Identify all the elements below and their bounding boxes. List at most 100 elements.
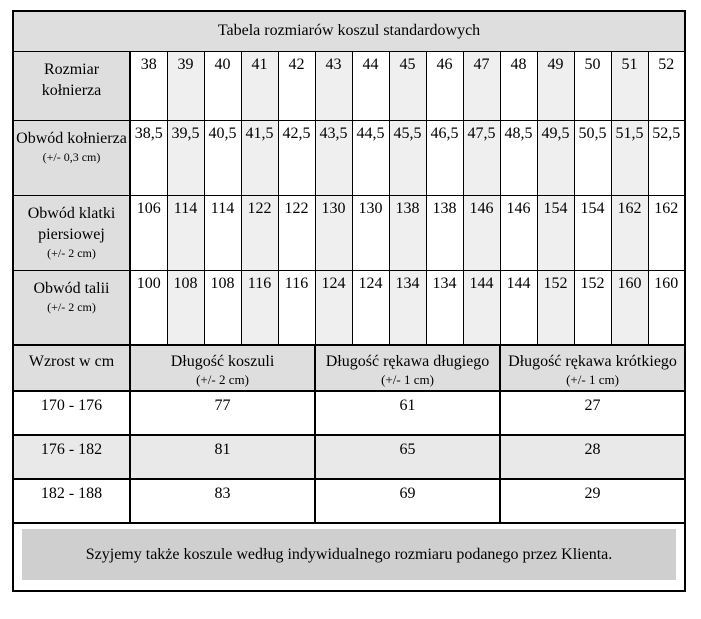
custom-size-note: Szyjemy także koszule według indywidualn…: [22, 529, 676, 580]
value-cell: 138: [388, 194, 427, 271]
chest-circumference-row: Obwód klatki piersiowej (+/- 2 cm) 106 1…: [12, 194, 686, 271]
value-cell: 152: [573, 269, 612, 346]
shirt-length-cell: 83: [129, 478, 316, 524]
value-cell: 41,5: [240, 119, 279, 196]
value-cell: 154: [573, 194, 612, 271]
value-cell: 124: [351, 269, 390, 346]
length-section-header-row: Wzrost w cm Długość koszuli (+/- 2 cm) D…: [12, 344, 686, 392]
size-cell: 43: [314, 50, 353, 121]
value-cell: 51,5: [610, 119, 649, 196]
value-cell: 46,5: [425, 119, 464, 196]
value-cell: 146: [499, 194, 538, 271]
shirt-length-cell: 81: [129, 434, 316, 480]
footer-row: Szyjemy także koszule według indywidualn…: [12, 522, 686, 592]
table-title: Tabela rozmiarów koszul standardowych: [12, 10, 686, 52]
row-label: Rozmiar kołnierza: [41, 60, 102, 99]
value-cell: 138: [425, 194, 464, 271]
value-cell: 152: [536, 269, 575, 346]
value-cell: 52,5: [647, 119, 686, 196]
value-cell: 130: [314, 194, 353, 271]
value-cell: 40,5: [203, 119, 242, 196]
size-cell: 42: [277, 50, 316, 121]
long-sleeve-column-header: Długość rękawa długiego (+/- 1 cm): [314, 344, 501, 392]
title-row: Tabela rozmiarów koszul standardowych: [12, 10, 686, 52]
size-cell: 46: [425, 50, 464, 121]
size-cell: 45: [388, 50, 427, 121]
length-row: 176 - 182 81 65 28: [12, 434, 686, 480]
value-cell: 38,5: [129, 119, 168, 196]
value-cell: 160: [610, 269, 649, 346]
value-cell: 43,5: [314, 119, 353, 196]
size-cell: 52: [647, 50, 686, 121]
short-sleeve-cell: 29: [499, 478, 686, 524]
size-cell: 38: [129, 50, 168, 121]
column-tolerance-note: (+/- 1 cm): [566, 372, 619, 387]
value-cell: 48,5: [499, 119, 538, 196]
row-label: Obwód kołnierza: [16, 129, 127, 147]
column-label: Długość koszuli: [170, 353, 275, 370]
size-cell: 41: [240, 50, 279, 121]
size-cell: 44: [351, 50, 390, 121]
size-cell: 47: [462, 50, 501, 121]
column-label: Wzrost w cm: [28, 353, 115, 370]
value-cell: 42,5: [277, 119, 316, 196]
value-cell: 100: [129, 269, 168, 346]
row-label: Obwód talii: [33, 279, 110, 297]
height-column-header: Wzrost w cm: [12, 344, 131, 392]
row-label-cell: Obwód kołnierza (+/- 0,3 cm): [12, 119, 131, 196]
value-cell: 108: [203, 269, 242, 346]
height-range-cell: 176 - 182: [12, 434, 131, 480]
row-tolerance-note: (+/- 2 cm): [47, 299, 96, 314]
size-cell: 50: [573, 50, 612, 121]
row-label: Obwód klatki piersiowej: [27, 204, 116, 243]
value-cell: 122: [240, 194, 279, 271]
row-tolerance-note: (+/- 2 cm): [47, 245, 96, 260]
value-cell: 144: [499, 269, 538, 346]
length-row: 170 - 176 77 61 27: [12, 390, 686, 436]
value-cell: 130: [351, 194, 390, 271]
length-row: 182 - 188 83 69 29: [12, 478, 686, 524]
size-cell: 48: [499, 50, 538, 121]
long-sleeve-cell: 69: [314, 478, 501, 524]
value-cell: 116: [277, 269, 316, 346]
collar-size-row: Rozmiar kołnierza 38 39 40 41 42 43 44 4…: [12, 50, 686, 121]
value-cell: 106: [129, 194, 168, 271]
shirt-length-column-header: Długość koszuli (+/- 2 cm): [129, 344, 316, 392]
row-tolerance-note: (+/- 0,3 cm): [42, 149, 101, 164]
value-cell: 146: [462, 194, 501, 271]
column-label: Długość rękawa krótkiego: [508, 353, 677, 370]
value-cell: 124: [314, 269, 353, 346]
value-cell: 50,5: [573, 119, 612, 196]
value-cell: 134: [425, 269, 464, 346]
value-cell: 162: [647, 194, 686, 271]
value-cell: 122: [277, 194, 316, 271]
row-label-cell: Rozmiar kołnierza: [12, 50, 131, 121]
row-label-cell: Obwód talii (+/- 2 cm): [12, 269, 131, 346]
value-cell: 108: [166, 269, 205, 346]
short-sleeve-cell: 27: [499, 390, 686, 436]
size-cell: 39: [166, 50, 205, 121]
value-cell: 114: [203, 194, 242, 271]
value-cell: 134: [388, 269, 427, 346]
height-range-cell: 182 - 188: [12, 478, 131, 524]
value-cell: 47,5: [462, 119, 501, 196]
shirt-size-table: Tabela rozmiarów koszul standardowych Ro…: [12, 10, 686, 592]
long-sleeve-cell: 61: [314, 390, 501, 436]
value-cell: 114: [166, 194, 205, 271]
short-sleeve-column-header: Długość rękawa krótkiego (+/- 1 cm): [499, 344, 686, 392]
collar-circumference-row: Obwód kołnierza (+/- 0,3 cm) 38,5 39,5 4…: [12, 119, 686, 196]
long-sleeve-cell: 65: [314, 434, 501, 480]
value-cell: 44,5: [351, 119, 390, 196]
height-range-cell: 170 - 176: [12, 390, 131, 436]
value-cell: 39,5: [166, 119, 205, 196]
size-cell: 40: [203, 50, 242, 121]
size-cell: 51: [610, 50, 649, 121]
value-cell: 49,5: [536, 119, 575, 196]
footer-cell: Szyjemy także koszule według indywidualn…: [12, 522, 686, 592]
value-cell: 45,5: [388, 119, 427, 196]
row-label-cell: Obwód klatki piersiowej (+/- 2 cm): [12, 194, 131, 271]
waist-circumference-row: Obwód talii (+/- 2 cm) 100 108 108 116 1…: [12, 269, 686, 346]
shirt-length-cell: 77: [129, 390, 316, 436]
column-tolerance-note: (+/- 1 cm): [381, 372, 434, 387]
